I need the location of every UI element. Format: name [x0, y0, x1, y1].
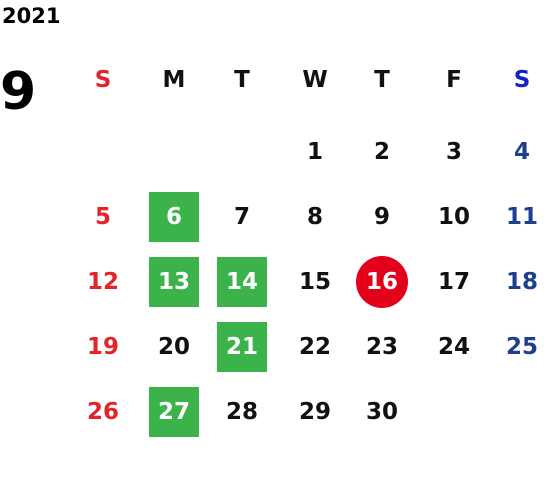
- day: 22: [298, 334, 331, 360]
- weekday-label: S: [513, 67, 531, 93]
- weekday-label: F: [446, 67, 462, 93]
- day: 5: [94, 204, 111, 230]
- highlighted-day: 6: [149, 192, 199, 242]
- day: 11: [505, 204, 538, 230]
- day: 8: [306, 204, 323, 230]
- day: 3: [445, 139, 462, 165]
- highlighted-day: 27: [149, 387, 199, 437]
- highlighted-day: 13: [149, 257, 199, 307]
- day: 17: [437, 269, 470, 295]
- day: 12: [86, 269, 119, 295]
- day: 26: [86, 399, 119, 425]
- today: 16: [356, 256, 408, 308]
- day: 7: [233, 204, 250, 230]
- weekday-label: T: [234, 67, 250, 93]
- weekday-label: W: [302, 67, 328, 93]
- day: 19: [86, 334, 119, 360]
- day: 9: [373, 204, 390, 230]
- day: 29: [298, 399, 331, 425]
- day: 2: [373, 139, 390, 165]
- day: 18: [505, 269, 538, 295]
- weekday-label: T: [374, 67, 390, 93]
- day: 25: [505, 334, 538, 360]
- day: 23: [365, 334, 398, 360]
- year: 2021: [2, 4, 61, 28]
- day: 24: [437, 334, 470, 360]
- day: 20: [157, 334, 190, 360]
- month: 9: [0, 62, 37, 122]
- day: 15: [298, 269, 331, 295]
- day: 4: [513, 139, 530, 165]
- highlighted-day: 21: [217, 322, 267, 372]
- day: 28: [225, 399, 258, 425]
- day: 30: [365, 399, 398, 425]
- weekday-label: S: [94, 67, 112, 93]
- weekday-label: M: [162, 67, 186, 93]
- highlighted-day: 14: [217, 257, 267, 307]
- day: 1: [306, 139, 323, 165]
- day: 10: [437, 204, 470, 230]
